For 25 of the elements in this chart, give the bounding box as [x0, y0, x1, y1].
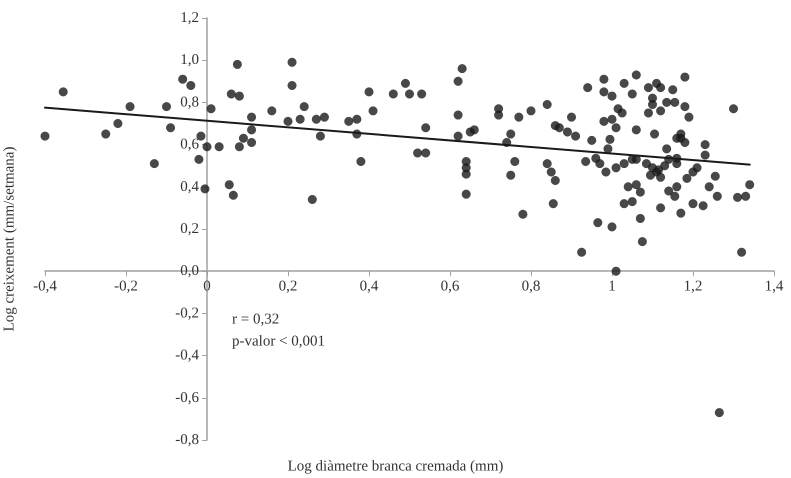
x-tick-label: 1 [608, 278, 616, 295]
y-tick-label: 0,6 [180, 136, 200, 153]
y-tick-label: 0,4 [180, 178, 200, 195]
x-axis-title: Log diàmetre branca cremada (mm) [288, 458, 504, 474]
x-tick-label: -0,2 [114, 278, 138, 295]
annotation: p-valor < 0,001 [232, 334, 326, 350]
x-tick-label: -0,4 [33, 278, 58, 295]
x-tick-label: 0,4 [360, 278, 379, 295]
x-tick-label: 1,2 [684, 278, 702, 295]
x-tick-label: 0,8 [522, 278, 540, 295]
y-axis-title: Log creixement (mm/setmana) [2, 146, 18, 332]
annotation: r = 0,32 [232, 312, 280, 328]
y-tick-label: 1,2 [180, 10, 199, 26]
x-tick-label: 0,2 [278, 278, 298, 295]
x-tick-label: 1,4 [764, 278, 784, 295]
y-tick-label: 1,0 [180, 52, 199, 68]
y-tick-label: 0,2 [180, 221, 199, 237]
y-tick-label: -0,4 [175, 348, 200, 364]
x-tick-label: 0,6 [440, 278, 460, 295]
y-tick-label: -0,6 [175, 390, 200, 406]
x-tick-label: 0 [203, 278, 211, 295]
y-tick-label: 0,0 [180, 263, 199, 280]
y-tick-label: -0,2 [175, 305, 199, 322]
y-tick-label: -0,8 [175, 432, 199, 448]
y-tick-label: 0,8 [180, 94, 199, 110]
